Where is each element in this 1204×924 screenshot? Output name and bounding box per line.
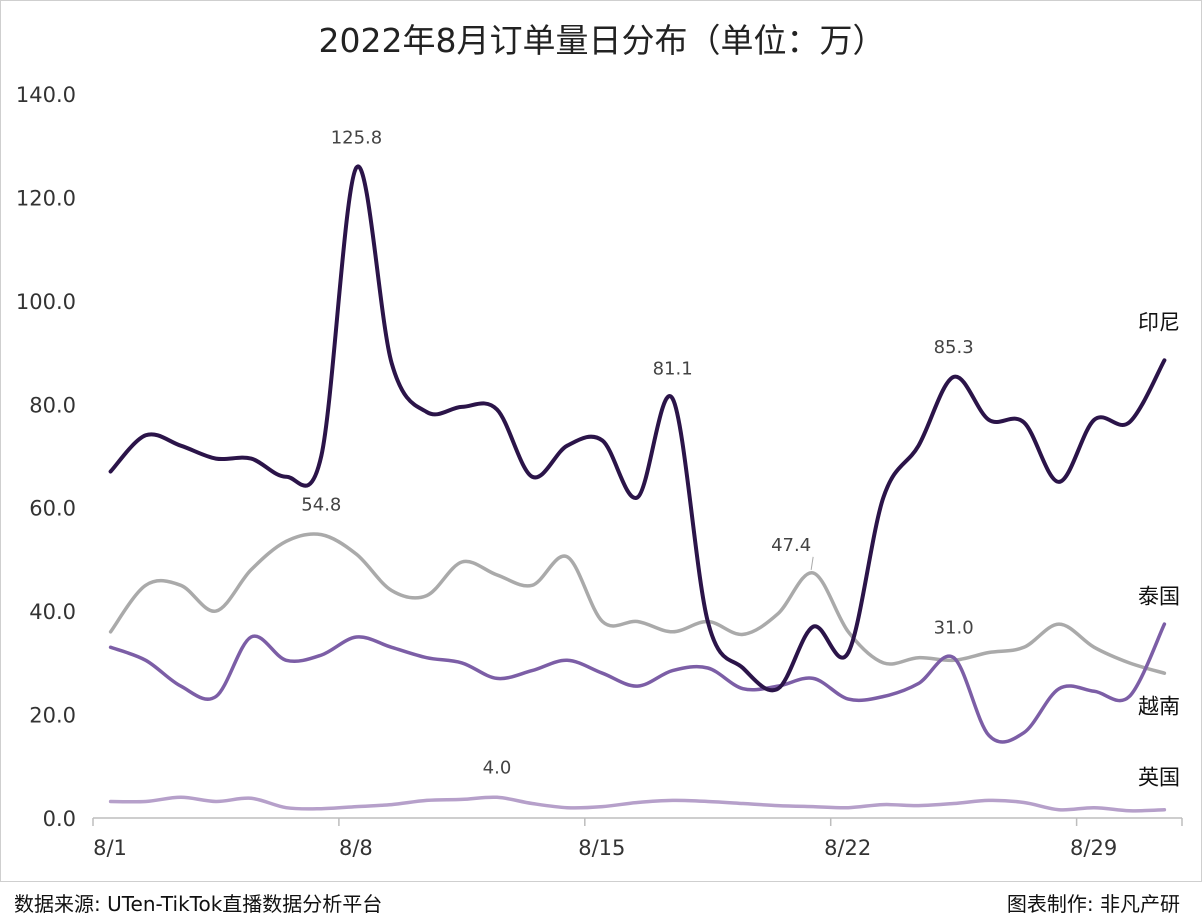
series-name-label: 越南: [1138, 695, 1180, 719]
data-label: 85.3: [934, 337, 974, 358]
y-tick-label: 120.0: [16, 186, 76, 210]
series-name-label: 印尼: [1138, 310, 1180, 334]
chart-frame: [0, 0, 1202, 882]
leader-line: [810, 556, 814, 570]
chart-plot: 8/1 8/8 8/15 8/22 8/29 0.0 20.0 40.0 60.0 80.0 100…: [16, 83, 1183, 860]
series-line: [108, 622, 1167, 744]
x-tick-label: 8/22: [824, 836, 871, 860]
chart-title: 2022年8月订单量日分布（单位：万）: [318, 21, 886, 60]
series-name-label: 泰国: [1138, 584, 1180, 608]
data-label: 47.4: [771, 535, 811, 556]
y-tick-label: 40.0: [29, 600, 76, 624]
y-tick-label: 0.0: [43, 807, 76, 831]
data-label: 31.0: [934, 618, 974, 639]
y-tick-label: 140.0: [16, 83, 76, 107]
x-tick-label: 8/29: [1070, 836, 1117, 860]
series-line: [108, 795, 1167, 813]
data-label: 54.8: [301, 495, 341, 516]
chart-credit-note: 图表制作: 非凡产研: [1006, 892, 1180, 916]
data-label: 4.0: [483, 757, 512, 778]
x-tick-label: 8/8: [339, 836, 373, 860]
data-source-note: 数据来源: UTen-TikTok直播数据分析平台: [14, 892, 383, 916]
data-label: 125.8: [331, 127, 383, 148]
series-name-label: 英国: [1138, 765, 1180, 789]
data-label: 81.1: [653, 359, 693, 380]
x-tick-label: 8/15: [578, 836, 625, 860]
y-tick-label: 80.0: [29, 393, 76, 417]
series-line: [108, 164, 1167, 693]
y-tick-label: 20.0: [29, 704, 76, 728]
y-tick-label: 100.0: [16, 290, 76, 314]
series-line: [108, 532, 1167, 675]
y-tick-label: 60.0: [29, 497, 76, 521]
x-tick-label: 8/1: [93, 836, 127, 860]
